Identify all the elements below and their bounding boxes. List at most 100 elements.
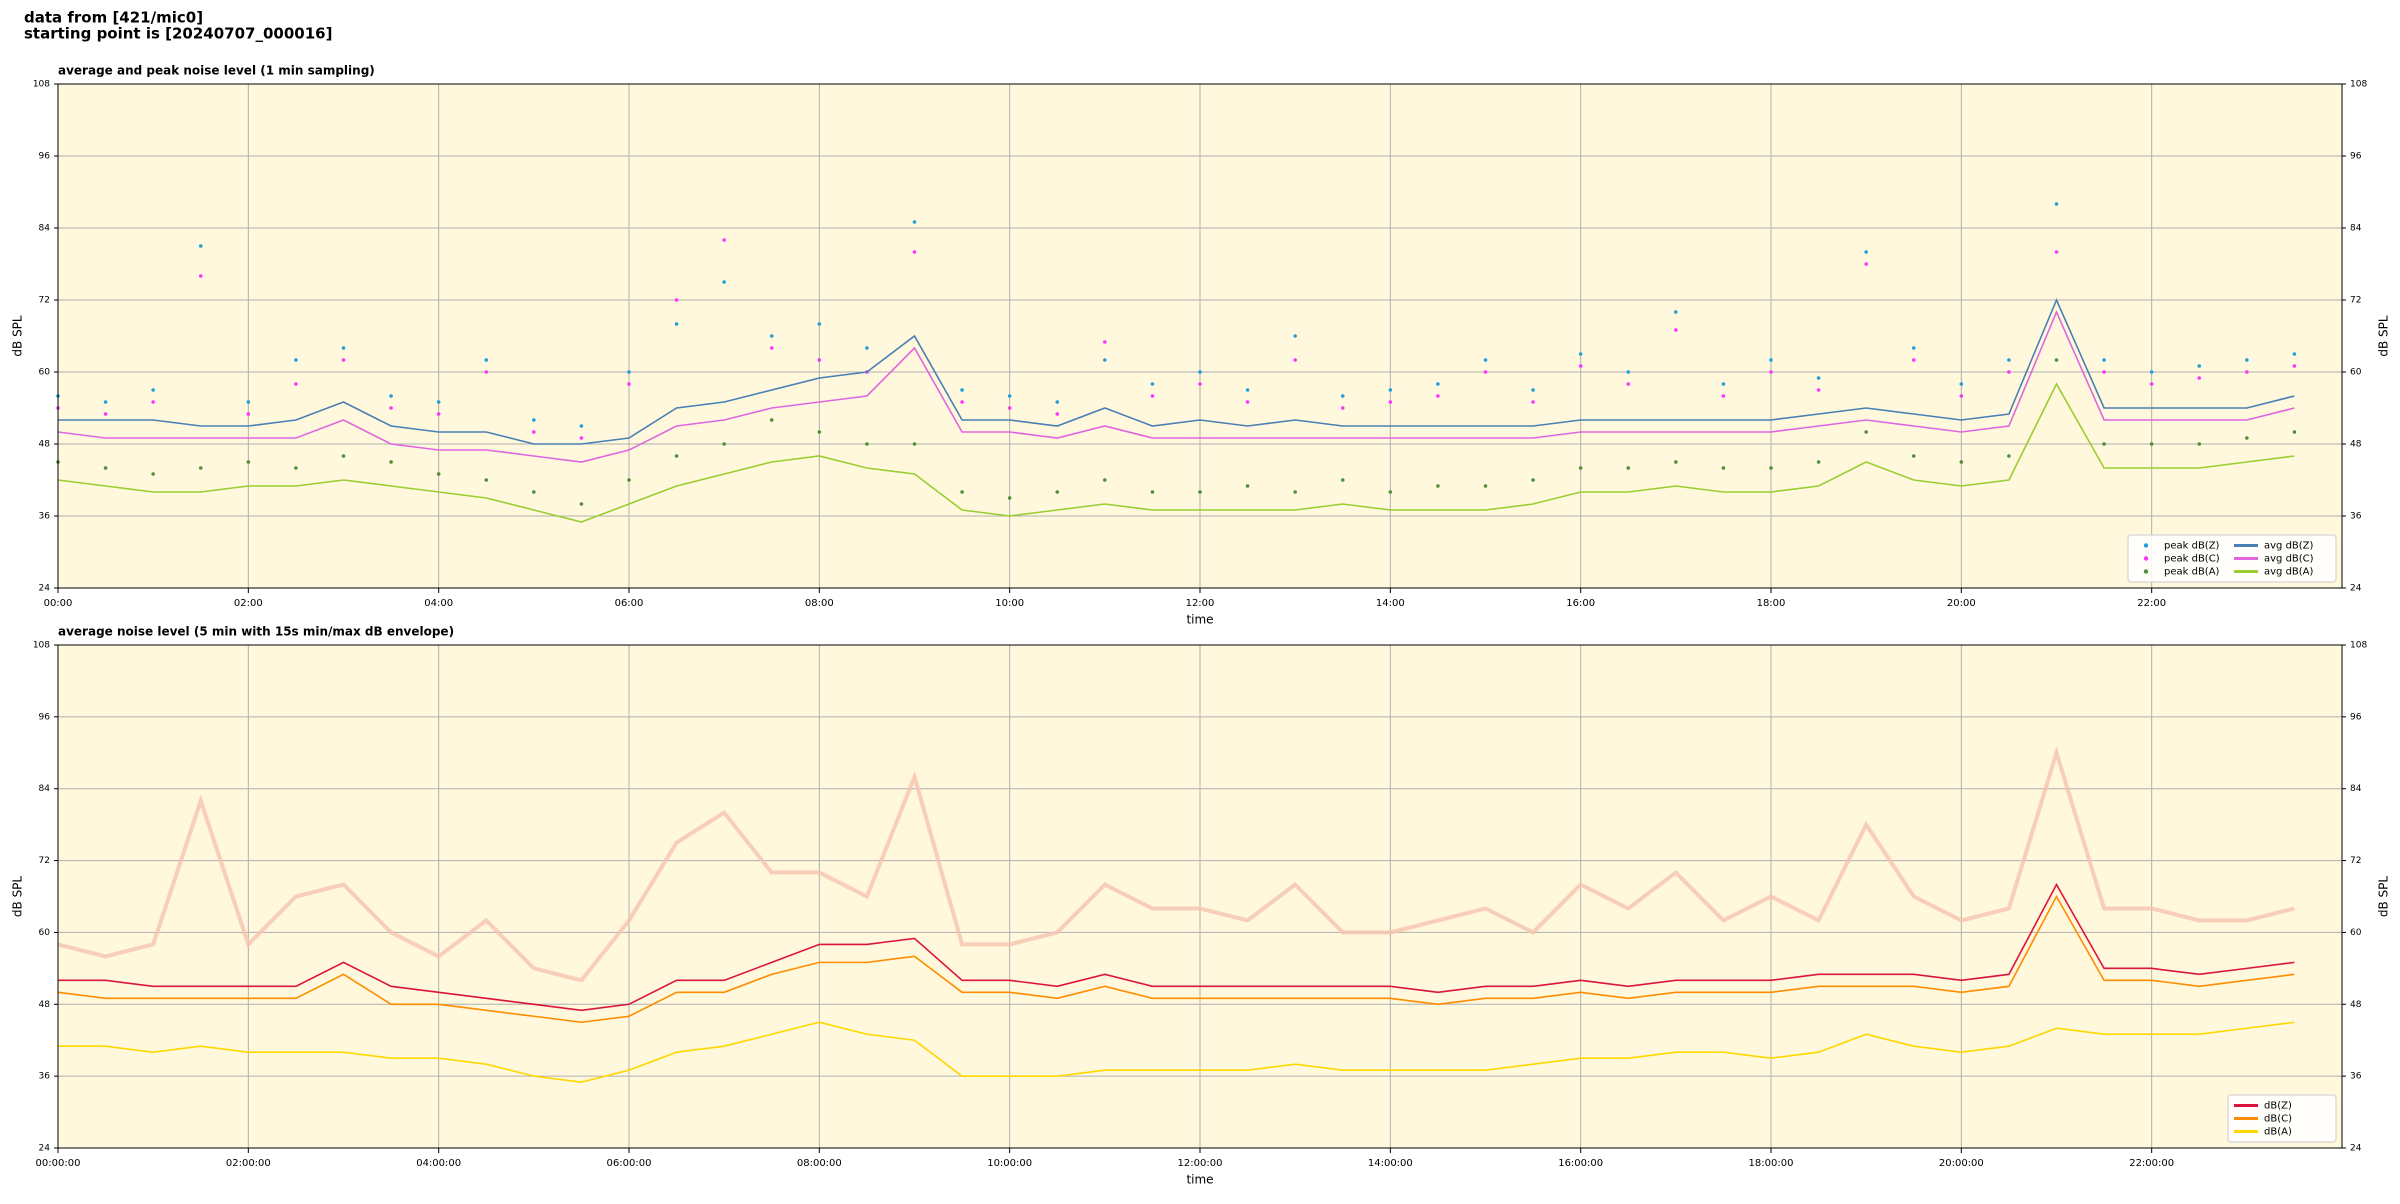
x-tick-label: 06:00 <box>615 598 644 609</box>
x-tick-label: 16:00:00 <box>1558 1158 1603 1169</box>
peak-point <box>1578 364 1583 368</box>
peak-point <box>389 394 393 398</box>
y-tick-label: 24 <box>39 584 51 594</box>
peak-point <box>627 478 631 482</box>
peak-point <box>198 274 203 278</box>
peak-point <box>579 424 584 428</box>
peak-point <box>151 472 155 476</box>
peak-point <box>294 382 298 386</box>
y-tick-label: 48 <box>2350 440 2362 450</box>
peak-point <box>1388 388 1393 392</box>
peak-point <box>2007 370 2011 374</box>
x-tick-label: 10:00 <box>995 598 1024 609</box>
y-tick-label: 24 <box>2350 584 2362 594</box>
legend-label: avg dB(Z) <box>2264 541 2314 552</box>
x-tick-label: 20:00:00 <box>1939 1158 1984 1169</box>
peak-point <box>1245 400 1250 404</box>
y-tick-label: 108 <box>33 641 50 651</box>
subplot-title: average noise level (5 min with 15s min/… <box>58 625 454 639</box>
x-tick-label: 08:00 <box>805 598 834 609</box>
x-axis-label: time <box>1186 1173 1213 1187</box>
peak-point <box>1769 466 1773 470</box>
peak-point <box>484 478 489 482</box>
legend-label: peak dB(Z) <box>2164 541 2220 552</box>
x-tick-label: 10:00:00 <box>987 1158 1032 1169</box>
peak-point <box>1340 394 1345 398</box>
y-tick-label: 36 <box>39 1072 51 1082</box>
legend-label: avg dB(C) <box>2264 554 2314 565</box>
x-tick-label: 14:00 <box>1376 598 1405 609</box>
peak-point <box>389 460 393 464</box>
peak-point <box>103 466 108 470</box>
peak-point <box>2007 358 2011 362</box>
peak-point <box>1911 454 1916 458</box>
legend-box <box>2127 534 2337 583</box>
peak-point <box>103 400 108 404</box>
x-tick-label: 22:00 <box>2137 598 2166 609</box>
peak-point <box>1483 484 1488 488</box>
peak-point <box>484 358 489 362</box>
series-line <box>58 882 2295 1012</box>
peak-point <box>2054 202 2059 206</box>
peak-point <box>1150 382 1155 386</box>
peak-point <box>2197 364 2202 368</box>
peak-point <box>1007 394 1012 398</box>
peak-point <box>1626 370 1631 374</box>
peak-point <box>1959 382 1964 386</box>
peak-point <box>1721 466 1726 470</box>
peak-point <box>1864 430 1868 434</box>
legend-marker <box>2143 569 2149 574</box>
peak-point <box>1721 382 1726 386</box>
peak-point <box>1531 478 1535 482</box>
peak-point <box>817 430 822 434</box>
peak-point <box>2102 442 2106 446</box>
peak-point <box>1340 406 1345 410</box>
envelope <box>57 745 2295 983</box>
peak-point <box>1578 466 1583 470</box>
peak-point <box>579 436 584 440</box>
peak-point <box>1721 394 1726 398</box>
peak-point <box>1436 394 1440 398</box>
peak-point <box>1150 490 1155 494</box>
peak-point <box>532 490 536 494</box>
y-tick-label: 48 <box>39 440 51 450</box>
peak-point <box>817 358 822 362</box>
peak-point <box>1293 358 1297 362</box>
legend-label: dB(A) <box>2264 1127 2292 1138</box>
series-line <box>57 309 2295 463</box>
peak-point <box>1769 370 1773 374</box>
peak-point <box>1626 382 1631 386</box>
y-tick-label: 72 <box>39 296 50 306</box>
legend-label: peak dB(C) <box>2164 554 2220 565</box>
y-tick-label: 60 <box>2350 928 2362 938</box>
peak-point <box>532 418 536 422</box>
peak-point <box>1245 484 1250 488</box>
peak-point <box>1007 406 1012 410</box>
peak-point <box>436 412 441 416</box>
peak-point <box>436 400 441 404</box>
peak-point <box>722 238 726 242</box>
x-tick-label: 22:00:00 <box>2129 1158 2174 1169</box>
peak-point <box>1674 310 1678 314</box>
peak-point <box>865 442 869 446</box>
peak-point <box>2149 382 2154 386</box>
y-tick-label: 60 <box>39 368 51 378</box>
peak-point <box>294 358 298 362</box>
peak-point <box>1340 478 1345 482</box>
legend-marker <box>2143 556 2149 561</box>
peak-point <box>1436 382 1440 386</box>
peak-point <box>960 388 964 392</box>
peak-point <box>2292 364 2297 368</box>
peak-point <box>769 346 774 350</box>
header-line: starting point is [20240707_000016] <box>24 25 332 43</box>
y-tick-label: 24 <box>2350 1144 2362 1154</box>
peak-point <box>2149 370 2154 374</box>
peak-point <box>1293 490 1297 494</box>
x-tick-label: 02:00 <box>234 598 263 609</box>
peak-point <box>674 298 679 302</box>
peak-point <box>1483 370 1488 374</box>
y-tick-label: 48 <box>39 1000 51 1010</box>
peak-point <box>1388 490 1393 494</box>
peak-point <box>1531 400 1535 404</box>
